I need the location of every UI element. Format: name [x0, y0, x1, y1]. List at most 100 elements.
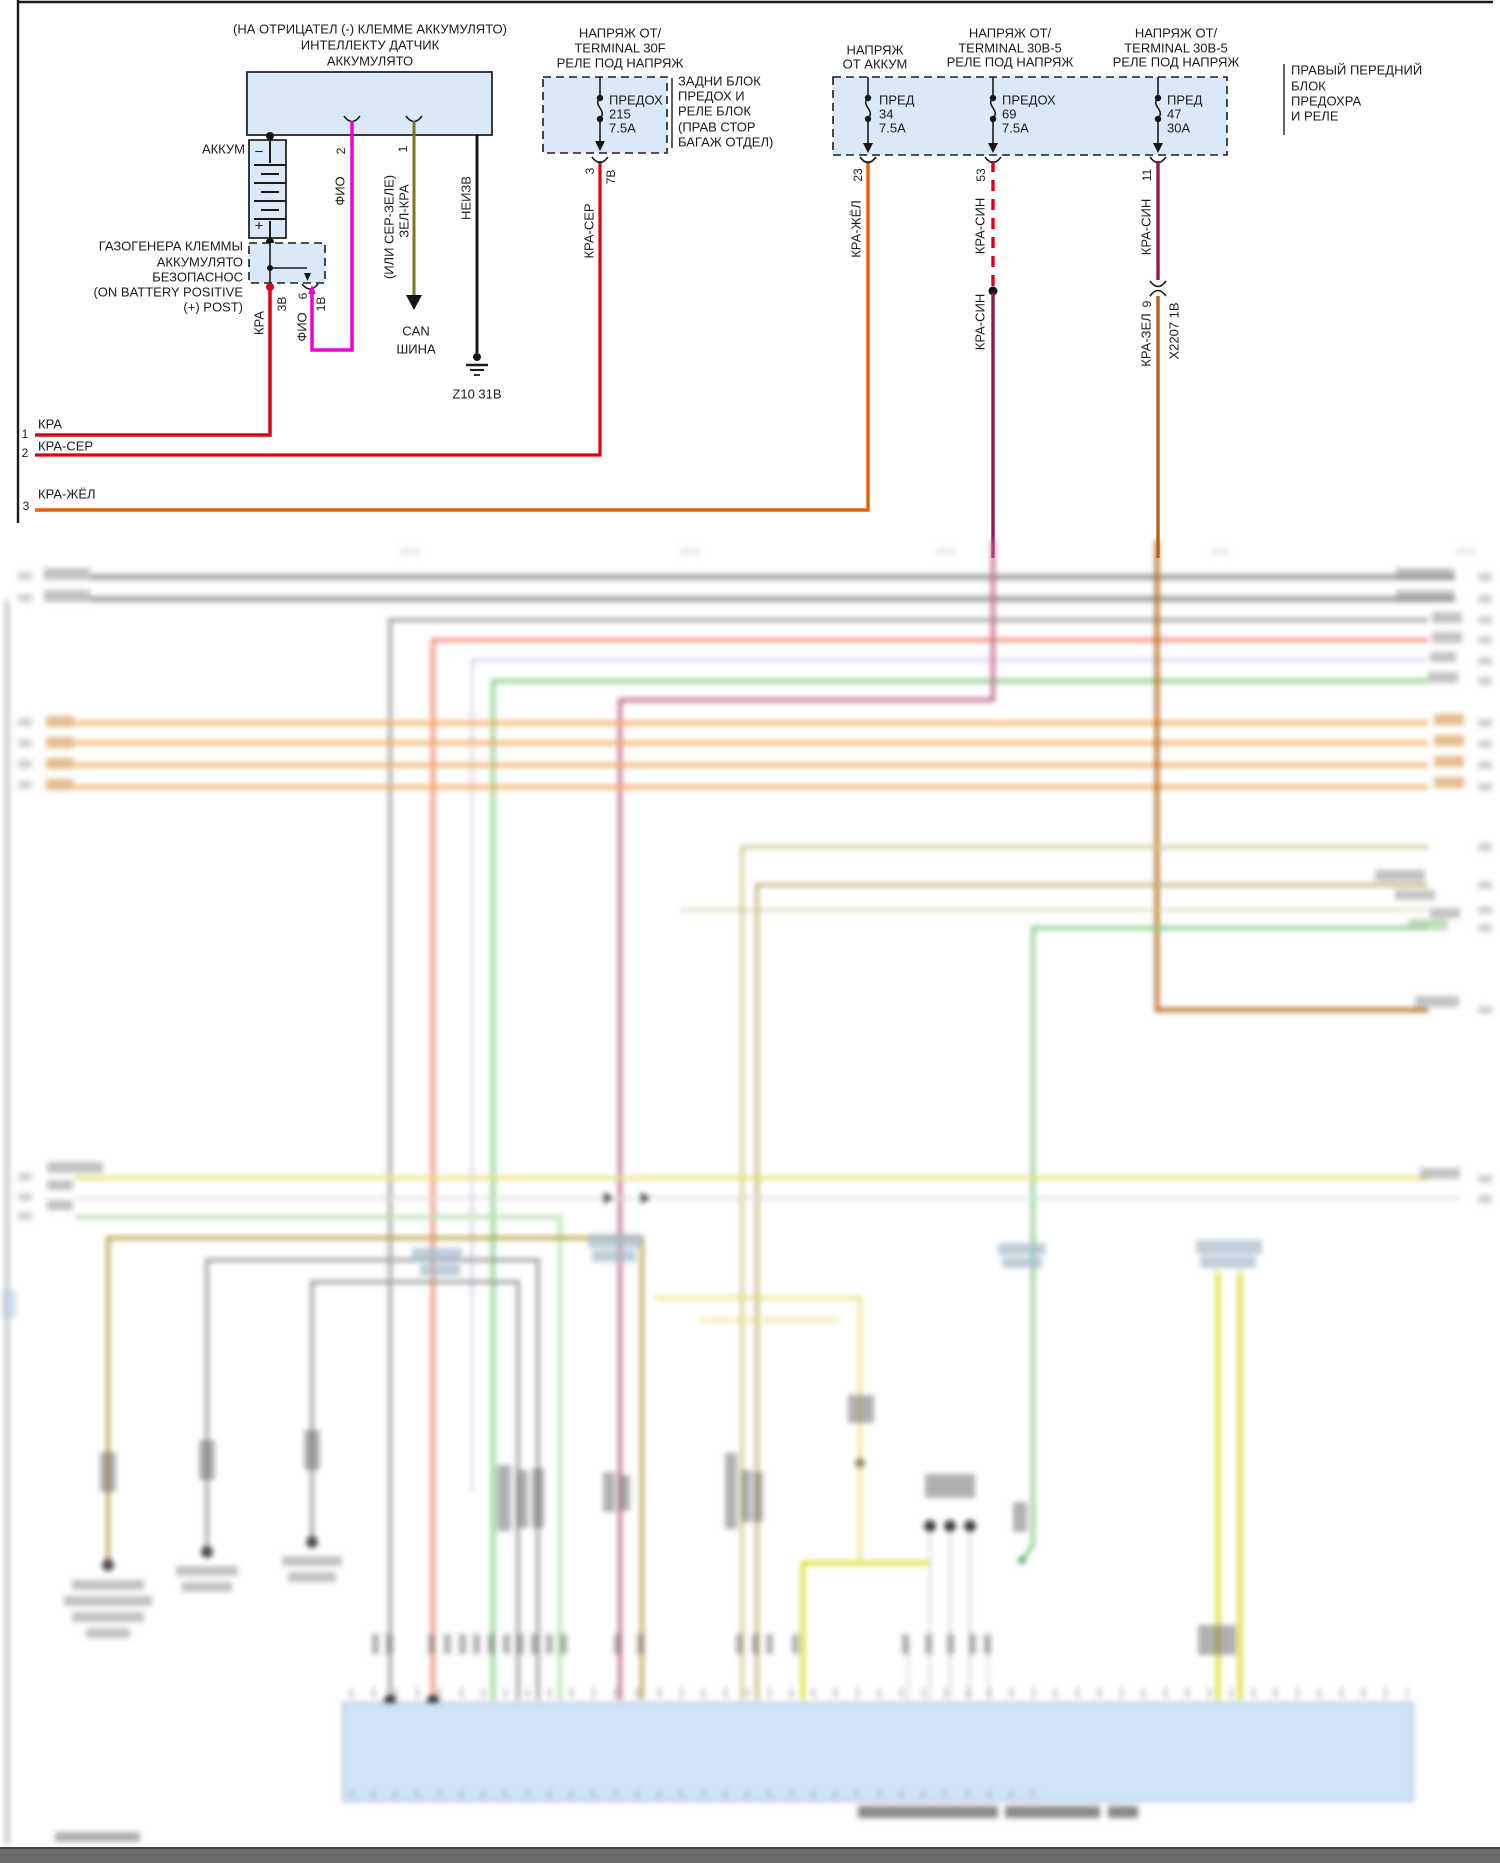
fuse69-number: 69 — [1002, 106, 1017, 122]
wire-kra-sin-lower-label: КРА-СИН — [972, 293, 988, 351]
fuse34-title-line1: НАПРЯЖ — [846, 42, 904, 58]
fuse-215-name: ПРЕДОХ — [609, 92, 663, 108]
page-border — [16, 0, 1493, 523]
ghost-marks — [400, 548, 1475, 555]
fuse69-amps: 7.5А — [1002, 120, 1029, 136]
wire-zel-kra-label: ЗЕЛ-КРА — [396, 184, 412, 238]
wire-kra-zhel-label: КРА-ЖЁЛ — [848, 200, 864, 258]
safety-label-line5: (+) POST) — [183, 299, 243, 315]
connector-x2207-label: X2207 1В — [1166, 302, 1182, 360]
fusebox1-title-line1: НАПРЯЖ ОТ/ — [578, 25, 662, 41]
ground-z10-label: Z10 31В — [452, 386, 502, 402]
ecu-connector-box — [342, 1688, 1414, 1802]
fuse34-name: ПРЕД — [879, 92, 915, 108]
top-schematic-canvas — [16, 0, 1493, 558]
wire-kra-sin-upper-label: КРА-СИН — [972, 197, 988, 255]
bottom-page-bar — [0, 1847, 1500, 1863]
fuse-215-amps: 7.5А — [609, 120, 636, 136]
pin-1-label: 1 — [396, 145, 410, 153]
exit-3-label: КРА-ЖЁЛ — [38, 486, 96, 502]
orange-band-wires — [75, 721, 1428, 789]
fuse34-number: 34 — [879, 106, 894, 122]
fuse69-name: ПРЕДОХ — [1002, 92, 1056, 108]
panel-note-line4: И РЕЛЕ — [1291, 108, 1339, 124]
safety-label-line3: БЕЗОПАСНОС — [152, 269, 243, 285]
module-title-line3: АККУМУЛЯТО — [326, 53, 414, 69]
pin-23-connector — [859, 156, 877, 164]
pin-2-label: 2 — [334, 147, 348, 155]
fuse34-amps: 7.5А — [879, 120, 906, 136]
pin-3-label: 3 — [583, 167, 597, 175]
panel-note-line1: ПРАВЫЙ ПЕРЕДНИЙ — [1291, 62, 1423, 78]
edge-ticks — [18, 572, 1492, 1220]
pin-7b-label: 7В — [604, 169, 618, 185]
fuse-215-number: 215 — [609, 106, 631, 122]
wire-fio-label-upper: ФИО — [332, 176, 348, 206]
fusebox1-note-line2: ПРЕДОХ И — [678, 88, 745, 104]
can-bus-label-line1: CAN — [402, 323, 430, 339]
green-branch — [1018, 926, 1428, 1564]
pale-olive-runs — [680, 845, 1428, 1700]
exit-1-number: 1 — [21, 427, 29, 441]
wire-fio-label-lower: ФИО — [294, 312, 310, 342]
wire-kra-zel-run — [1155, 540, 1428, 1012]
panel-note-line2: БЛОК — [1291, 78, 1326, 94]
connector-blobs — [497, 1395, 1236, 1655]
fuse47-name: ПРЕД — [1167, 92, 1203, 108]
module-title-line2: ИНТЕЛЛЕКТУ ДАТЧИК — [300, 37, 440, 53]
exit-2-label: КРА-СЕР — [38, 438, 94, 454]
fuse47-title-line3: РЕЛЕ ПОД НАПРЯЖ — [1112, 54, 1240, 70]
fusebox1-note-line4: (ПРАВ СТОР — [678, 119, 756, 135]
fuse34-title-line2: ОТ АККУМ — [842, 56, 908, 72]
nested-l-wires — [388, 540, 1428, 1700]
wire-fio-magenta — [308, 115, 361, 352]
page-edge-artifacts — [2, 600, 16, 1845]
wire-kra-sin-11 — [1149, 156, 1167, 558]
fuse47-title-line2: TERMINAL 30В-5 — [1124, 40, 1228, 56]
wire-kra-sin-53 — [984, 156, 1002, 558]
exit-1-label: КРА — [38, 416, 63, 432]
can-bus-label-line2: ШИНА — [396, 341, 436, 357]
exit-3-number: 3 — [22, 499, 30, 513]
front-fuse-panel — [832, 64, 1285, 156]
battery-label: АККУМ — [201, 141, 245, 157]
safety-label-line4: (ON BATTERY POSITIVE — [93, 284, 243, 300]
caption-smudges — [55, 1806, 1138, 1842]
module-title-line1: (НА ОТРИЦАТЕЛ (-) КЛЕММЕ АККУМУЛЯТО) — [232, 21, 508, 37]
wire-kra-red — [35, 283, 274, 437]
fuse-69 — [988, 77, 998, 153]
wire-neizv-label: НЕИЗВ — [458, 176, 474, 220]
fuse69-title-line2: TERMINAL 30В-5 — [958, 40, 1062, 56]
fusebox1-title-line2: TERMINAL 30F — [574, 40, 666, 56]
battery-sensor-module-box — [246, 71, 493, 136]
pin-1b-label: 1В — [314, 296, 328, 312]
wire-alt-label: (ИЛИ СЕР-ЗЕЛЕ) — [381, 174, 397, 280]
ground-label-smudges — [64, 1556, 342, 1638]
fuse69-title-line1: НАПРЯЖ ОТ/ — [968, 25, 1052, 41]
fusebox1-title-line3: РЕЛЕ ПОД НАПРЯЖ — [556, 55, 684, 71]
wire-kra-ser-label: КРА-СЕР — [581, 203, 597, 259]
fuse-47 — [1153, 77, 1163, 153]
fusebox1-note-line1: ЗАДНИ БЛОК — [678, 73, 761, 89]
fuse47-amps: 30А — [1167, 120, 1191, 136]
fusebox1-note-line3: РЕЛЕ БЛОК — [678, 103, 751, 119]
gray-bus-wires — [90, 574, 1455, 602]
fusebox1-note-line5: БАГАЖ ОТДЕЛ) — [678, 134, 774, 150]
safety-label-line1: ГАЗОГЕНЕРА КЛЕММЫ — [98, 238, 243, 254]
safety-terminal-box — [248, 242, 326, 290]
terminal-marks — [372, 1634, 991, 1654]
wire-kra-zel-label: КРА-ЗЕЛ — [1138, 313, 1154, 367]
pin-3b-label: 3В — [275, 296, 289, 312]
battery-plus-sign: + — [254, 217, 264, 235]
exit-2-number: 2 — [21, 446, 29, 460]
fuse-34 — [863, 77, 873, 153]
pin-11-label: 11 — [1140, 168, 1154, 182]
wire-kra-ser — [35, 156, 609, 457]
pin-23-label: 23 — [851, 168, 865, 182]
middle-horizontals — [75, 1176, 1460, 1700]
fuse47-number: 47 — [1167, 106, 1182, 122]
safety-label-line2: АККУМУЛЯТО — [156, 254, 243, 270]
fuse69-title-line3: РЕЛЕ ПОД НАПРЯЖ — [946, 54, 1074, 70]
